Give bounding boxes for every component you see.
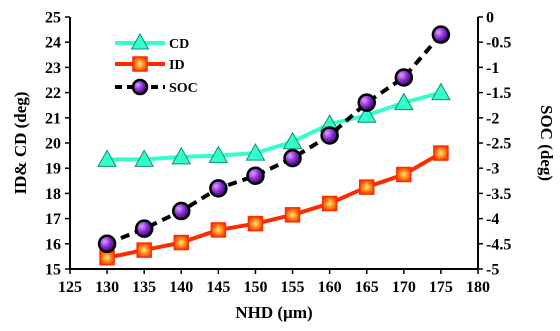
- legend-item-soc: SOC: [115, 78, 198, 96]
- right-y-tick-label: -1: [486, 60, 499, 77]
- right-y-tick-label: -4: [486, 211, 499, 228]
- data-point-cd: [171, 146, 192, 165]
- left-y-tick-label: 22: [45, 85, 61, 102]
- data-point-id: [210, 222, 227, 238]
- legend-label-id: ID: [169, 58, 185, 73]
- left-y-axis-title: ID& CD (deg): [11, 92, 30, 195]
- legend-label-cd: CD: [169, 37, 189, 52]
- left-y-tick-label: 23: [45, 60, 61, 77]
- data-point-cd: [356, 105, 377, 123]
- left-y-tick-label: 15: [45, 262, 61, 279]
- legend-item-id: ID: [115, 56, 185, 73]
- x-axis-title: NHD (µm): [235, 303, 312, 322]
- legend-marker-id: [132, 56, 148, 72]
- x-tick-label: 180: [466, 279, 490, 296]
- series-layer: [97, 25, 451, 266]
- data-point-id: [396, 166, 412, 183]
- x-tick-label: 175: [429, 279, 453, 296]
- right-y-tick-label: -0.5: [486, 35, 511, 52]
- left-y-axis-ticks: 15 16 17 18 19 20 21 22 23 24 25: [45, 10, 70, 279]
- data-point-cd: [97, 149, 117, 167]
- left-y-tick-label: 19: [45, 161, 61, 178]
- data-point-cd: [134, 149, 155, 167]
- right-y-tick-label: -5: [486, 262, 499, 279]
- data-point-cd: [245, 143, 266, 161]
- x-tick-label: 165: [355, 279, 379, 296]
- left-y-tick-label: 16: [45, 236, 61, 253]
- left-y-tick-label: 20: [45, 136, 61, 153]
- legend-marker-soc: [131, 78, 149, 96]
- data-point-id: [321, 195, 338, 212]
- legend: CD ID SOC: [115, 32, 198, 96]
- x-tick-label: 150: [243, 279, 267, 296]
- series-line-id: [106, 151, 442, 260]
- data-point-cd: [282, 131, 303, 150]
- data-point-soc: [134, 219, 154, 238]
- legend-item-cd: CD: [115, 32, 189, 52]
- left-y-tick-label: 21: [45, 110, 61, 127]
- data-point-soc: [431, 25, 451, 44]
- data-point-soc: [357, 93, 376, 112]
- data-point-soc: [97, 234, 117, 254]
- x-tick-label: 145: [206, 279, 230, 296]
- data-point-soc: [209, 179, 228, 198]
- left-y-tick-label: 24: [45, 35, 61, 52]
- series-line-cd: [107, 90, 442, 162]
- data-point-id: [136, 242, 152, 258]
- data-point-cd: [431, 82, 451, 101]
- right-y-axis-title: SOC (deg): [537, 105, 556, 181]
- x-tick-label: 130: [95, 279, 119, 296]
- data-point-soc: [172, 201, 191, 221]
- data-point-id: [358, 179, 375, 195]
- data-point-id: [173, 234, 190, 251]
- x-tick-label: 155: [281, 279, 305, 296]
- data-point-id: [433, 145, 449, 161]
- x-tick-label: 135: [132, 279, 156, 296]
- x-tick-label: 125: [58, 279, 82, 296]
- right-y-tick-label: 0: [486, 10, 494, 27]
- x-tick-label: 140: [169, 279, 193, 296]
- data-point-soc: [283, 148, 302, 168]
- right-y-axis-ticks: -5 -4.5 -4 -3.5 -3 -2.5 -2 -1.5 -1 -0.5 0: [478, 10, 511, 279]
- right-y-tick-label: -1.5: [486, 85, 511, 102]
- legend-marker-cd: [130, 32, 150, 50]
- plot-area: 125 130 135 140 145 150 155 160 165 170 175 180 151…: [45, 10, 511, 297]
- data-point-cd: [393, 92, 414, 111]
- series-line-soc: [106, 33, 443, 246]
- data-point-id: [284, 207, 301, 223]
- left-y-tick-label: 25: [45, 10, 61, 27]
- left-y-tick-label: 18: [45, 186, 61, 203]
- legend-label-soc: SOC: [169, 81, 198, 96]
- right-y-tick-label: -4.5: [486, 236, 511, 253]
- x-tick-label: 170: [392, 279, 416, 296]
- right-y-tick-label: -2.5: [486, 136, 511, 153]
- data-point-cd: [208, 145, 229, 164]
- x-axis-ticks: 125 130 135 140 145 150 155 160 165 170 175 180: [58, 269, 490, 296]
- left-y-tick-label: 17: [45, 211, 61, 228]
- x-tick-label: 160: [318, 279, 342, 296]
- right-y-tick-label: -3.5: [486, 186, 511, 203]
- data-point-id: [247, 215, 264, 232]
- data-point-soc: [394, 68, 414, 87]
- data-point-soc: [320, 126, 339, 145]
- data-point-soc: [246, 166, 265, 186]
- right-y-tick-label: -2: [486, 110, 499, 127]
- right-y-tick-label: -3: [486, 161, 499, 178]
